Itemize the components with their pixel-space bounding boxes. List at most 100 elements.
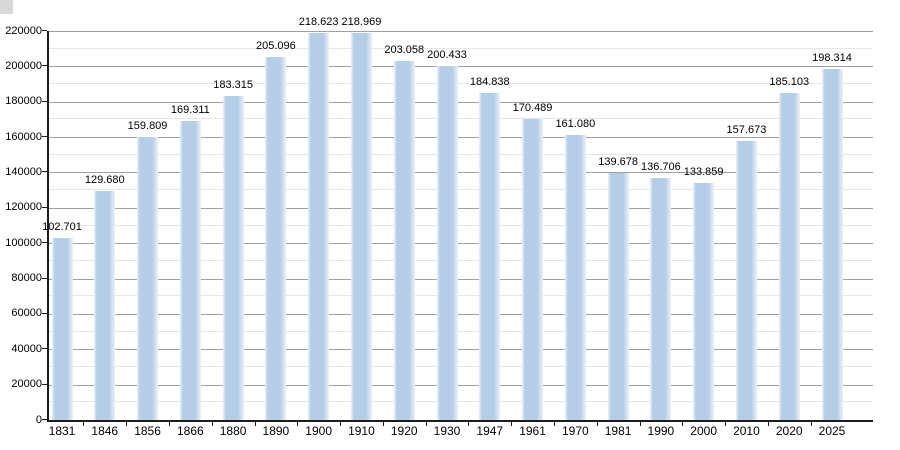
gridline-minor <box>48 330 873 332</box>
bar <box>51 238 73 420</box>
y-axis-tick <box>42 312 47 314</box>
x-tick-label: 1910 <box>348 424 375 438</box>
x-tick-label: 2010 <box>733 424 760 438</box>
bar-value-label: 169.311 <box>170 103 210 116</box>
y-axis-tick <box>42 100 47 102</box>
gridline-major <box>48 313 873 315</box>
x-axis-line <box>46 420 873 422</box>
x-axis-tick <box>639 422 641 426</box>
x-tick-label: 2000 <box>690 424 717 438</box>
x-axis-tick <box>126 422 128 426</box>
bar-value-label: 218.623 <box>298 16 339 29</box>
bar-value-label: 218.969 <box>341 15 382 28</box>
gridline-major <box>48 243 873 245</box>
gridline-minor <box>48 47 873 49</box>
gridline-major <box>48 137 873 139</box>
x-tick-label: 1930 <box>433 424 461 438</box>
y-tick-label: 100000 <box>5 236 42 249</box>
gridline-minor <box>48 295 873 297</box>
x-axis-tick <box>340 422 342 426</box>
bar-value-label: 129.680 <box>84 173 125 186</box>
gridline-minor <box>48 401 873 403</box>
gridline-major <box>48 384 873 386</box>
y-axis-tick <box>42 242 47 244</box>
bar <box>693 183 715 420</box>
x-axis-tick <box>468 422 470 426</box>
x-tick-label: 1856 <box>134 424 161 438</box>
x-axis-tick <box>511 422 513 426</box>
y-axis-tick <box>42 419 47 420</box>
y-tick-label: 120000 <box>5 201 42 214</box>
bar <box>650 178 672 420</box>
x-axis-tick <box>168 422 170 426</box>
bar <box>94 190 116 420</box>
bar-value-label: 170.489 <box>512 101 553 114</box>
gridline-minor <box>48 365 873 367</box>
gridline-minor <box>48 189 873 191</box>
y-tick-label: 20000 <box>11 378 42 391</box>
bar <box>821 69 843 420</box>
x-tick-label: 2025 <box>818 424 846 438</box>
bar <box>522 118 544 420</box>
bar <box>436 65 458 420</box>
x-tick-label: 1866 <box>176 424 204 438</box>
x-tick-label: 1831 <box>48 424 76 438</box>
bar-value-label: 200.433 <box>427 48 467 61</box>
gridline-major <box>48 31 873 32</box>
gridline-major <box>48 172 873 174</box>
bar <box>607 173 629 420</box>
bar <box>564 135 586 420</box>
bar <box>265 57 287 420</box>
y-axis-tick <box>42 383 47 385</box>
bar-value-label: 184.838 <box>469 76 510 89</box>
x-axis-tick <box>725 422 727 426</box>
x-axis-tick <box>83 422 85 426</box>
bar <box>479 93 501 420</box>
y-axis-tick <box>42 30 47 31</box>
x-axis-tick <box>767 422 769 426</box>
y-tick-label: 0 <box>35 413 42 426</box>
bar-value-label: 185.103 <box>769 75 810 88</box>
x-tick-label: 1880 <box>219 424 247 438</box>
bar-value-label: 198.314 <box>812 52 852 65</box>
x-tick-label: 1890 <box>262 424 290 438</box>
gridline-minor <box>48 224 873 226</box>
y-tick-label: 160000 <box>5 130 42 143</box>
y-tick-label: 220000 <box>5 24 42 37</box>
x-axis-tick <box>211 422 213 426</box>
bar-value-label: 159.809 <box>127 120 168 133</box>
bar-value-label: 139.678 <box>598 156 638 169</box>
gridline-major <box>48 207 873 209</box>
x-tick-label: 1981 <box>604 424 632 438</box>
x-axis-tick <box>297 422 299 426</box>
y-tick-label: 140000 <box>5 165 42 178</box>
gridline-minor <box>48 153 873 155</box>
y-tick-label: 80000 <box>11 272 42 285</box>
bar-value-label: 183.315 <box>213 78 253 91</box>
x-tick-label: 1990 <box>647 424 675 438</box>
bar <box>308 33 330 420</box>
bar-value-label: 157.673 <box>726 124 767 137</box>
gridline-major <box>48 349 873 351</box>
y-axis-tick <box>42 136 47 138</box>
y-axis-tick <box>42 206 47 208</box>
x-axis-tick <box>596 422 598 426</box>
x-axis-tick <box>254 422 256 426</box>
y-axis-tick <box>42 171 47 173</box>
gridline-minor <box>48 118 873 120</box>
y-tick-label: 200000 <box>5 59 42 72</box>
gridline-major <box>48 101 873 103</box>
bar <box>222 95 244 420</box>
x-tick-label: 1947 <box>476 424 504 438</box>
y-axis-tick <box>42 348 47 350</box>
x-tick-label: 1846 <box>91 424 119 438</box>
y-tick-label: 40000 <box>11 342 42 355</box>
y-axis-tick <box>42 65 47 67</box>
bar <box>393 60 415 420</box>
y-tick-label: 60000 <box>11 307 42 320</box>
x-tick-label: 1920 <box>390 424 418 438</box>
gridline-major <box>48 66 873 68</box>
x-axis-tick <box>382 422 384 426</box>
bar <box>350 32 372 420</box>
